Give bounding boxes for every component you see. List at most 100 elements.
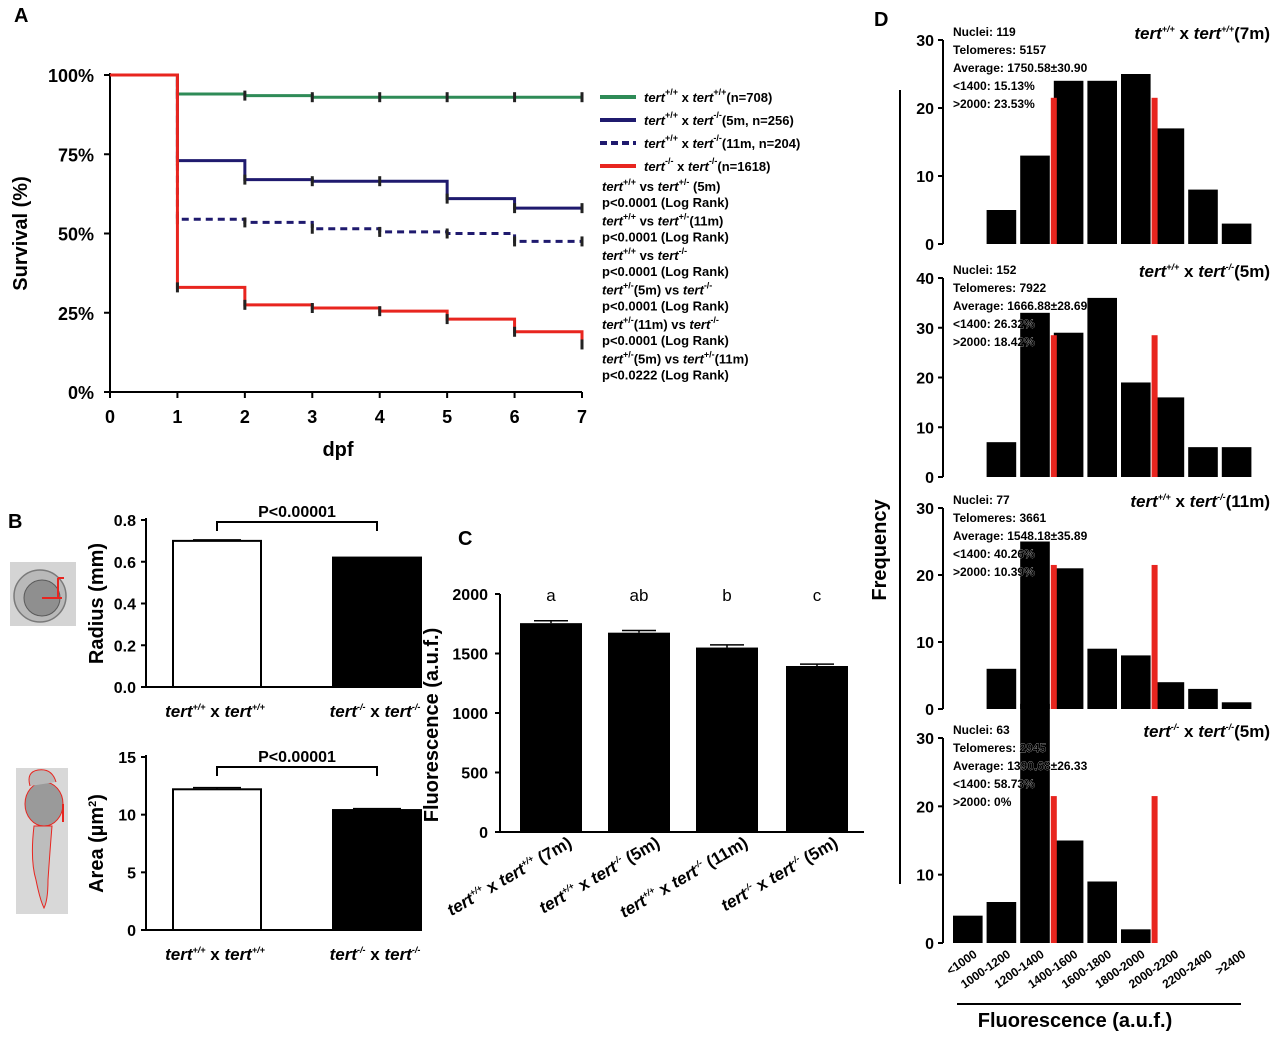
bar xyxy=(332,556,422,689)
y-tick-label: 2000 xyxy=(452,587,488,604)
histogram-panel: 0 10 20 30 Nuclei: 63 Telomeres: 2945 Average:… xyxy=(916,703,1270,953)
histogram-bar xyxy=(1221,223,1252,244)
x-tick-label: 2 xyxy=(240,407,250,427)
y-tick-label: 1000 xyxy=(452,706,488,723)
y-tick-label: 20 xyxy=(916,101,934,118)
histogram-bar xyxy=(1188,688,1218,709)
y-tick-label: 10 xyxy=(916,169,934,186)
group-letter: ab xyxy=(630,586,649,605)
histogram-stat: Telomeres: 7922 xyxy=(953,281,1046,295)
y-tick-label: 30 xyxy=(916,501,934,518)
group-letter: b xyxy=(722,586,731,605)
histogram-bar xyxy=(1087,297,1117,477)
bar xyxy=(696,647,758,832)
histogram-stat: >2000: 23.53% xyxy=(953,97,1035,111)
stat-comparison: tert+/+ vs tert+/- (5m) xyxy=(602,177,720,194)
bar xyxy=(332,809,422,932)
x-axis-title: dpf xyxy=(322,439,353,461)
stat-pvalue: p<0.0001 (Log Rank) xyxy=(602,230,729,245)
x-tick-label: 6 xyxy=(510,407,520,427)
x-tick-label: 5 xyxy=(442,407,452,427)
y-tick-label: 0.0 xyxy=(114,680,136,697)
y-tick-label: 30 xyxy=(916,731,934,748)
stat-pvalue: p<0.0001 (Log Rank) xyxy=(602,195,729,210)
histogram-bar xyxy=(1221,447,1252,477)
y-tick-label: 0.6 xyxy=(114,555,136,572)
y-tick-label: 25% xyxy=(58,304,94,324)
group-letter: a xyxy=(546,586,556,605)
x-category-label: tert+/+ x tert+/+ xyxy=(165,702,265,721)
histogram-stat: Nuclei: 63 xyxy=(953,723,1010,737)
histogram-bar xyxy=(1154,397,1185,477)
histogram-bar xyxy=(1121,655,1151,709)
y-tick-label: 40 xyxy=(916,271,934,288)
y-axis-title: Radius (mm) xyxy=(86,543,108,664)
y-tick-label: 0% xyxy=(68,383,94,403)
significance-label: P<0.00001 xyxy=(258,504,336,521)
bar xyxy=(172,788,262,931)
y-tick-label: 10 xyxy=(916,868,934,885)
histogram-bar xyxy=(1053,840,1084,943)
bar xyxy=(172,539,262,688)
legend-label: tert+/+ x tert-/-(11m, n=204) xyxy=(644,133,800,151)
stat-comparison: tert+/+ vs tert+/-(11m) xyxy=(602,212,723,229)
histogram-title: tert+/+ x tert-/-(11m) xyxy=(1130,492,1270,511)
histogram-bar xyxy=(1087,80,1117,244)
histogram-stat: Telomeres: 2945 xyxy=(953,741,1046,755)
stat-comparison: tert+/-(11m) vs tert-/- xyxy=(602,315,719,332)
histogram-stat: <1400: 15.13% xyxy=(953,79,1035,93)
stat-pvalue: p<0.0001 (Log Rank) xyxy=(602,264,729,279)
histogram-stat: <1400: 26.32% xyxy=(953,317,1035,331)
x-category-label: tert-/- x tert-/- xyxy=(330,945,421,964)
panel-letter-c: C xyxy=(458,528,472,550)
histogram-bar xyxy=(1188,189,1218,244)
y-tick-label: 30 xyxy=(916,321,934,338)
x-tick-label: 0 xyxy=(105,407,115,427)
y-tick-label: 0 xyxy=(479,825,488,842)
bar xyxy=(608,632,670,832)
stat-comparison: tert+/-(5m) vs tert+/-(11m) xyxy=(602,350,749,367)
threshold-marker xyxy=(1050,335,1057,477)
histogram-bar xyxy=(1154,682,1185,709)
histogram-bar xyxy=(1121,74,1151,244)
histogram-bar xyxy=(1154,128,1185,244)
stat-comparison: tert+/+ vs tert-/- xyxy=(602,246,687,263)
threshold-marker xyxy=(1151,97,1158,244)
y-tick-label: 20 xyxy=(916,371,934,388)
histogram-bar xyxy=(1020,541,1050,709)
histogram-bar xyxy=(1053,80,1084,244)
y-tick-label: 10 xyxy=(916,420,934,437)
y-tick-label: 100% xyxy=(48,66,94,86)
threshold-marker xyxy=(1151,796,1158,943)
y-tick-label: 1500 xyxy=(452,647,488,664)
histogram-bar xyxy=(953,915,983,943)
y-tick-label: 15 xyxy=(118,750,136,767)
bar xyxy=(520,623,582,832)
x-tick-label: 1 xyxy=(172,407,182,427)
histogram-bar xyxy=(1087,881,1117,943)
histogram-bar xyxy=(1020,312,1050,477)
embryo-image-bottom xyxy=(16,768,68,914)
y-tick-label: 0 xyxy=(925,936,934,953)
x-tick-label: 3 xyxy=(307,407,317,427)
bar xyxy=(786,665,848,832)
histogram-stat: >2000: 0% xyxy=(953,795,1012,809)
significance-label: P<0.00001 xyxy=(258,749,336,766)
y-tick-label: 0 xyxy=(127,923,136,940)
histogram-bar xyxy=(1121,382,1151,477)
y-axis-title: Area (µm2) xyxy=(86,794,108,893)
y-tick-label: 20 xyxy=(916,568,934,585)
histogram-stat: Average: 1390.68±26.33 xyxy=(953,759,1088,773)
y-tick-label: 0.2 xyxy=(114,638,136,655)
significance-bracket xyxy=(216,521,378,531)
stat-pvalue: p<0.0001 (Log Rank) xyxy=(602,333,729,348)
x-category-label: tert+/+ x tert+/+ xyxy=(165,945,265,964)
histogram-stat: Nuclei: 119 xyxy=(953,25,1016,39)
y-tick-label: 50% xyxy=(58,225,94,245)
histogram-bar xyxy=(1020,703,1050,943)
telomere-histograms: Frequency 0 10 20 30 Nuclei: 119 Telomeres: 51… xyxy=(869,24,1270,1032)
histogram-panel: 0 10 20 30 Nuclei: 77 Telomeres: 3661 Average:… xyxy=(916,492,1270,719)
y-tick-label: 75% xyxy=(58,145,94,165)
